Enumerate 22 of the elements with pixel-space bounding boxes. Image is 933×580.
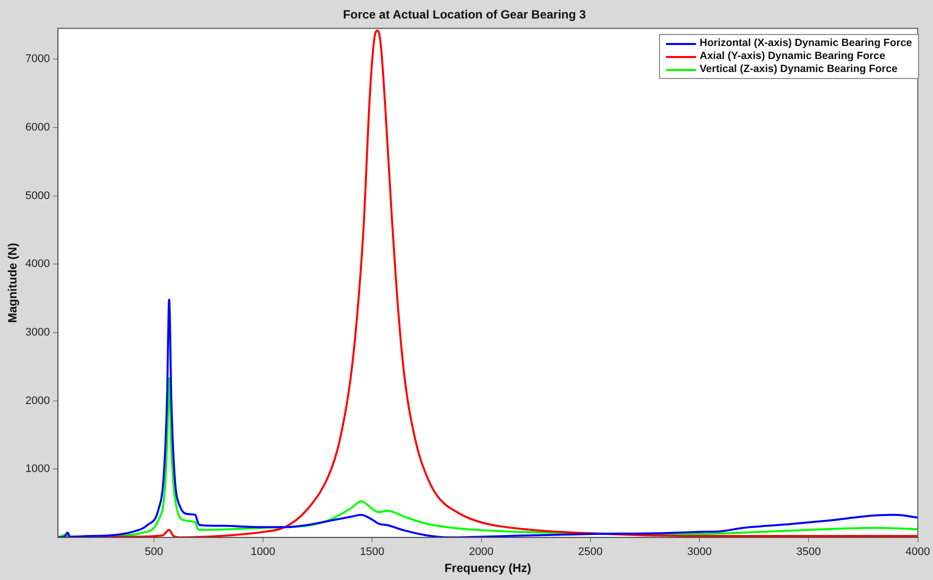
legend-label: Axial (Y-axis) Dynamic Bearing Force (700, 50, 886, 63)
x-tick-label: 1500 (360, 546, 384, 558)
x-tick-label: 4000 (906, 546, 930, 558)
x-tick-label: 500 (144, 546, 164, 558)
x-tick-label: 2000 (469, 546, 494, 558)
y-axis-title: Magnitude (N) (6, 242, 20, 323)
y-tick-label: 7000 (25, 53, 50, 66)
legend-label: Horizontal (X-axis) Dynamic Bearing Force (700, 37, 912, 50)
y-tick-label: 3000 (25, 326, 50, 338)
chart-title: Force at Actual Location of Gear Bearing 3 (343, 8, 586, 22)
x-axis-title: Frequency (Hz) (444, 561, 532, 576)
y-tick-label: 4000 (25, 258, 50, 270)
x-tick-label: 2500 (578, 546, 603, 558)
y-tick-label: 5000 (25, 190, 50, 202)
legend-label: Vertical (Z-axis) Dynamic Bearing Force (700, 63, 898, 76)
line-series (58, 29, 918, 538)
y-tick-label: 6000 (25, 122, 50, 134)
x-tick-label: 3500 (796, 546, 821, 558)
x-tick-label: 1000 (250, 546, 276, 558)
y-tick-label: 2000 (25, 394, 50, 407)
y-tick-label: 1000 (25, 463, 50, 476)
x-tick-label: 3000 (687, 546, 712, 558)
